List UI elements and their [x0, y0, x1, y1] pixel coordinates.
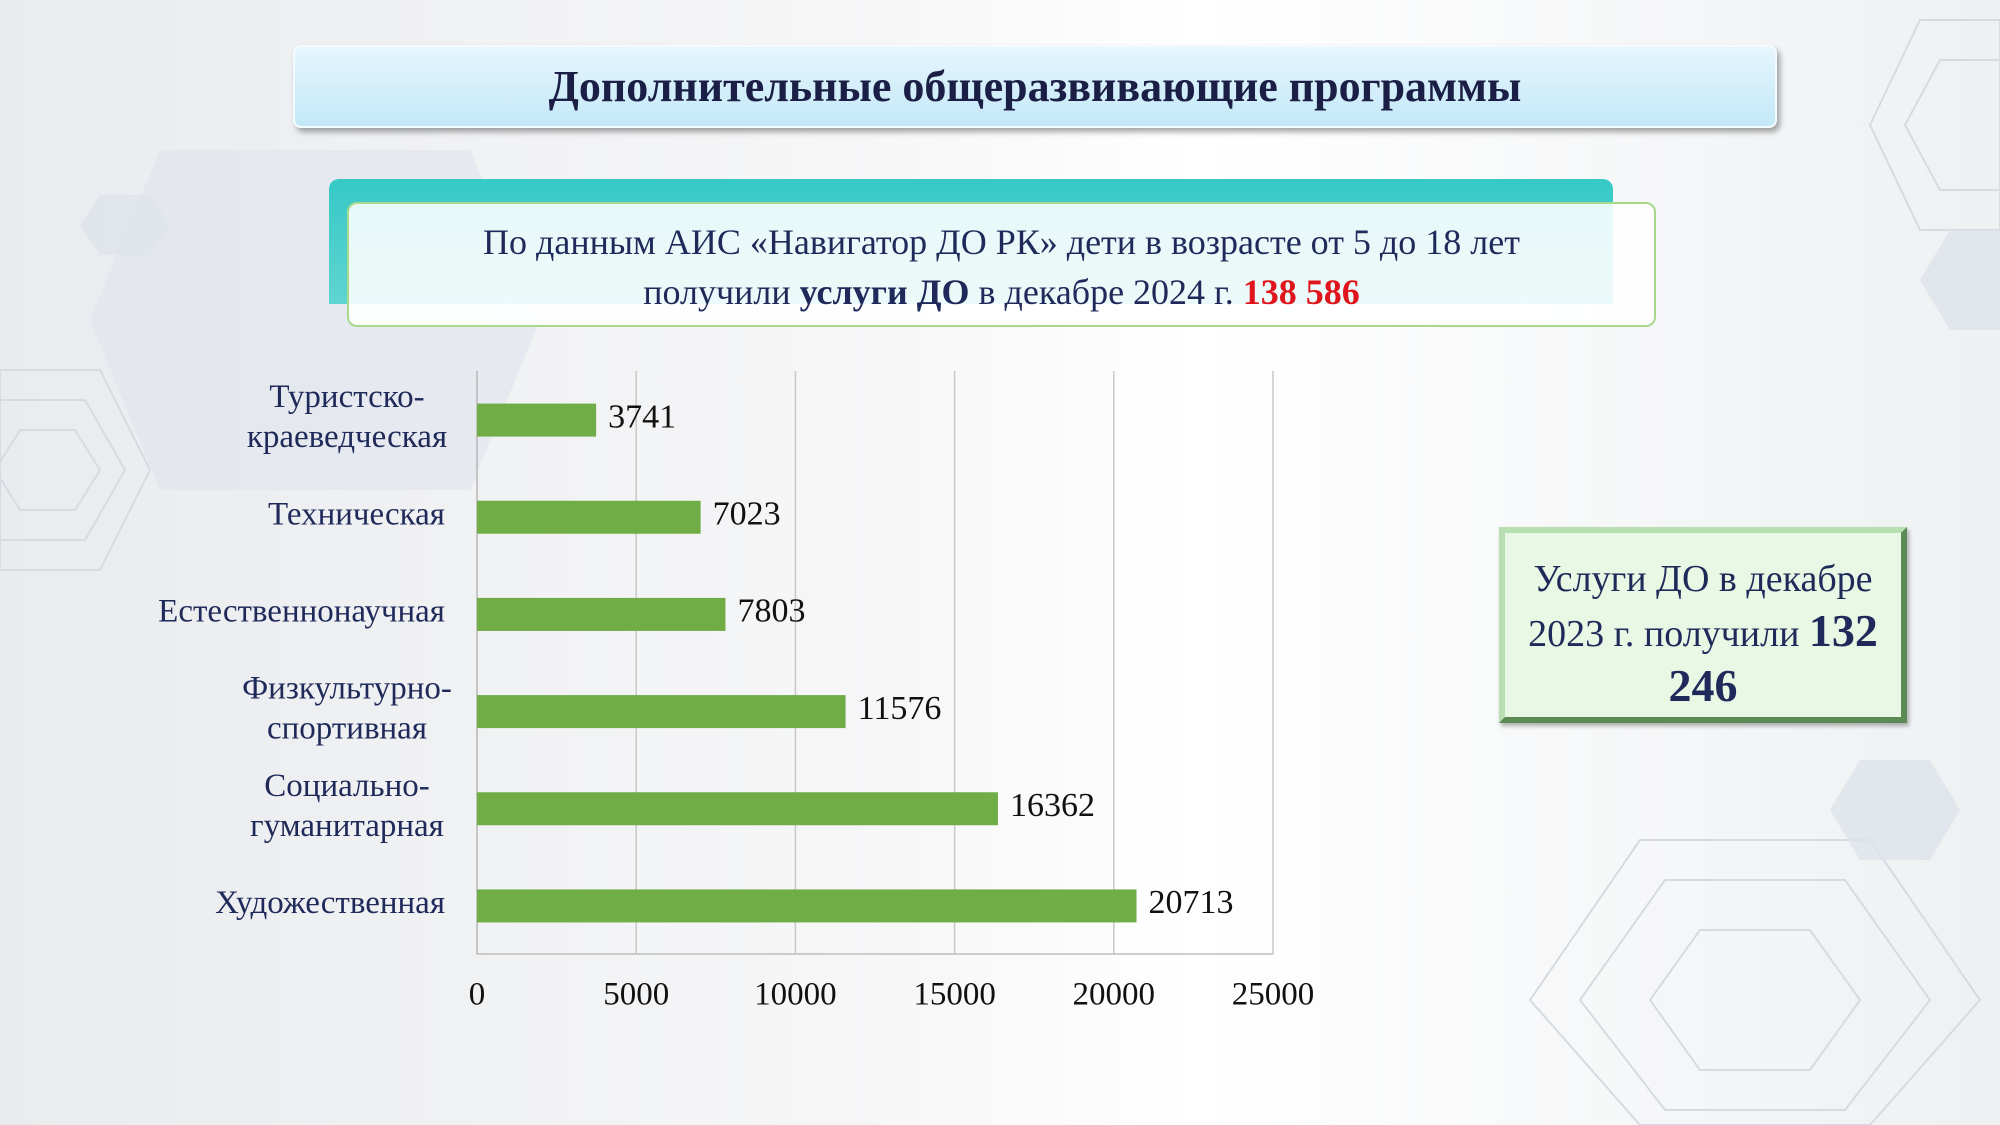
y-tick-label: спортивная: [267, 711, 427, 747]
bar: [477, 889, 1137, 923]
x-tick-label: 10000: [754, 977, 837, 1013]
y-tick-label: Туристско-: [269, 379, 424, 415]
slide-title: Дополнительные общеразвивающие программы: [293, 45, 1777, 128]
bar: [477, 500, 701, 534]
bar: [477, 403, 597, 437]
bar: [477, 597, 726, 631]
side-text: Услуги ДО в декабре 2023 г. получили: [1528, 558, 1873, 655]
value-label: 7803: [737, 593, 805, 630]
info-text: получили: [643, 272, 800, 312]
value-label: 16362: [1010, 787, 1095, 824]
y-tick-label: Техническая: [268, 496, 445, 532]
x-tick-label: 0: [469, 977, 486, 1013]
info-bold: услуги ДО: [799, 272, 970, 312]
value-label: 3741: [608, 398, 676, 435]
bar: [477, 695, 846, 729]
y-tick-label: Естественнонаучная: [158, 593, 445, 629]
info-box: По данным АИС «Навигатор ДО РК» дети в в…: [347, 202, 1656, 327]
side-total: 132 246: [1668, 605, 1878, 711]
info-line: получили услуги ДО в декабре 2024 г. 138…: [349, 267, 1654, 317]
y-tick-label: Физкультурно-: [242, 671, 452, 707]
info-line: По данным АИС «Навигатор ДО РК» дети в в…: [483, 222, 1520, 262]
y-tick-label: Социально-: [264, 768, 429, 804]
value-label: 11576: [858, 690, 942, 727]
y-tick-label: краеведческая: [247, 419, 447, 455]
info-text: в декабре 2024 г.: [969, 272, 1243, 312]
value-label: 7023: [713, 496, 781, 533]
info-total: 138 586: [1242, 272, 1360, 312]
x-tick-label: 15000: [913, 977, 996, 1013]
side-box: Услуги ДО в декабре 2023 г. получили 132…: [1499, 527, 1907, 723]
bar: [477, 792, 998, 826]
y-tick-label: Художественная: [215, 885, 445, 921]
x-tick-label: 5000: [603, 977, 669, 1013]
x-tick-label: 20000: [1073, 977, 1156, 1013]
value-label: 20713: [1149, 884, 1234, 921]
y-tick-label: гуманитарная: [250, 808, 444, 844]
x-tick-label: 25000: [1232, 977, 1315, 1013]
